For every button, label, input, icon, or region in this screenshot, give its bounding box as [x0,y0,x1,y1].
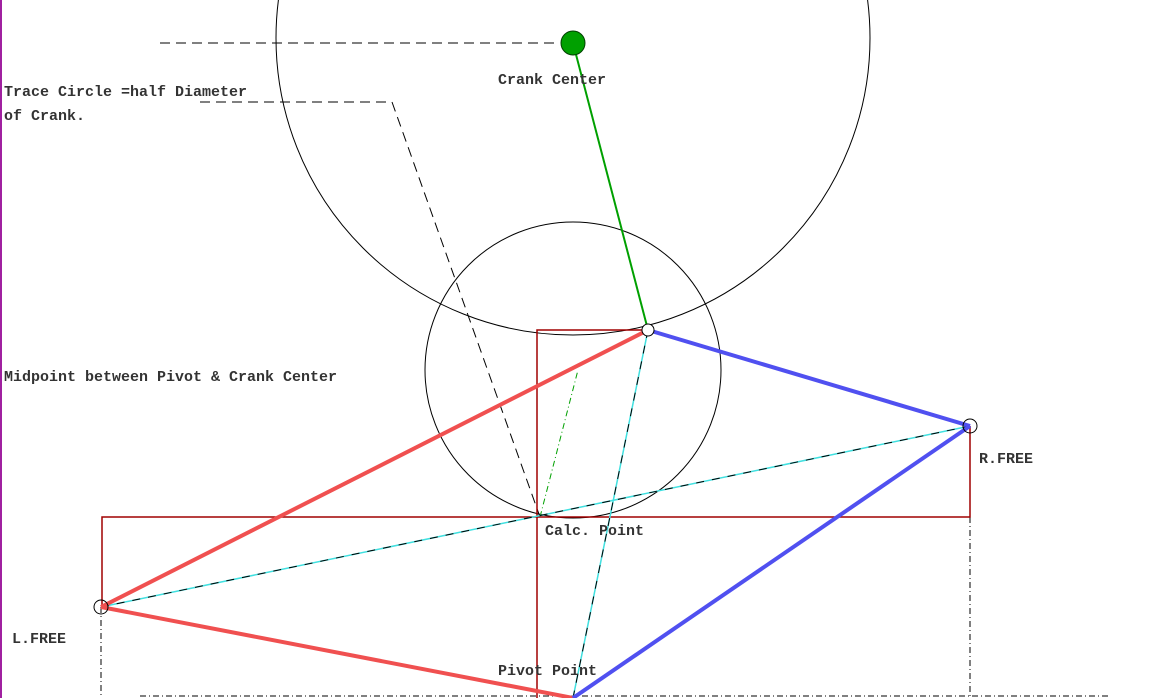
crank-center-dot [560,30,586,56]
cyan-link [572,329,649,698]
label: Crank Center [498,72,606,89]
joint [93,599,109,615]
right-upper-link [647,328,971,428]
label: R.FREE [979,451,1033,468]
label: Trace Circle =half Diameter [4,84,247,101]
right-lower-link [571,424,972,698]
joint [641,323,655,337]
trace-circle [424,221,722,519]
label: of Crank. [4,108,85,125]
left-upper-link [100,328,649,609]
label: Calc. Point [545,523,644,540]
left-lower-link [100,605,574,698]
dash-dot-line [539,369,579,518]
label: Midpoint between Pivot & Crank Center [4,369,337,386]
label: Pivot Point [498,663,597,680]
dashed-link [100,425,971,608]
label: L.FREE [12,631,66,648]
crank-arm [572,42,649,331]
dashed-line [200,101,541,518]
joint [962,418,978,434]
crank-circle [275,0,871,336]
